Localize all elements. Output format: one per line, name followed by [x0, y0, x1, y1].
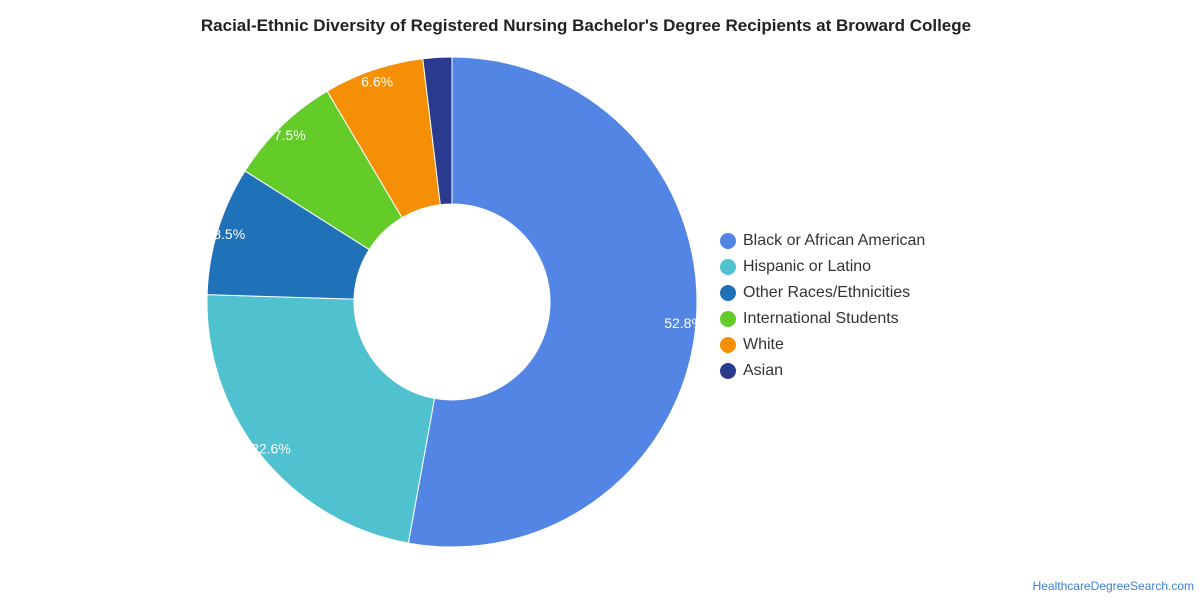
slice-value-label: 22.6% — [251, 441, 291, 457]
chart-title: Racial-Ethnic Diversity of Registered Nu… — [200, 16, 972, 35]
legend-swatch — [720, 285, 736, 301]
legend-label: International Students — [743, 310, 899, 327]
slice-labels-group: 52.8% 22.6% 8.5% 7.5% 6.6% — [213, 73, 704, 456]
legend-item[interactable]: Black or African American — [720, 228, 925, 254]
legend-item[interactable]: Asian — [720, 358, 925, 384]
slice-value-label: 8.5% — [213, 226, 245, 242]
slice-value-label: 7.5% — [274, 127, 306, 143]
legend-swatch — [720, 311, 736, 327]
source-watermark[interactable]: HealthcareDegreeSearch.com — [1032, 579, 1194, 593]
slice-value-label: 52.8% — [664, 315, 704, 331]
slice-asian[interactable] — [422, 56, 453, 206]
legend-label: Other Races/Ethnicities — [743, 284, 911, 301]
legend-label: Black or African American — [743, 232, 926, 249]
slice-hispanic-or-latino[interactable] — [206, 294, 436, 544]
legend-swatch — [720, 337, 736, 353]
legend-item[interactable]: White — [720, 332, 925, 358]
legend: Black or African American Hispanic or Lat… — [720, 228, 925, 384]
legend-swatch — [720, 363, 736, 379]
legend-label: White — [743, 336, 784, 353]
legend-item[interactable]: International Students — [720, 306, 925, 332]
legend-item[interactable]: Hispanic or Latino — [720, 254, 925, 280]
legend-label: Asian — [743, 362, 784, 379]
legend-swatch — [720, 259, 736, 275]
slices-group — [206, 56, 698, 548]
legend-item[interactable]: Other Races/Ethnicities — [720, 280, 925, 306]
slice-black-or-african-american[interactable] — [407, 56, 698, 548]
legend-swatch — [720, 233, 736, 249]
slice-value-label: 6.6% — [361, 73, 393, 89]
legend-label: Hispanic or Latino — [743, 258, 872, 275]
